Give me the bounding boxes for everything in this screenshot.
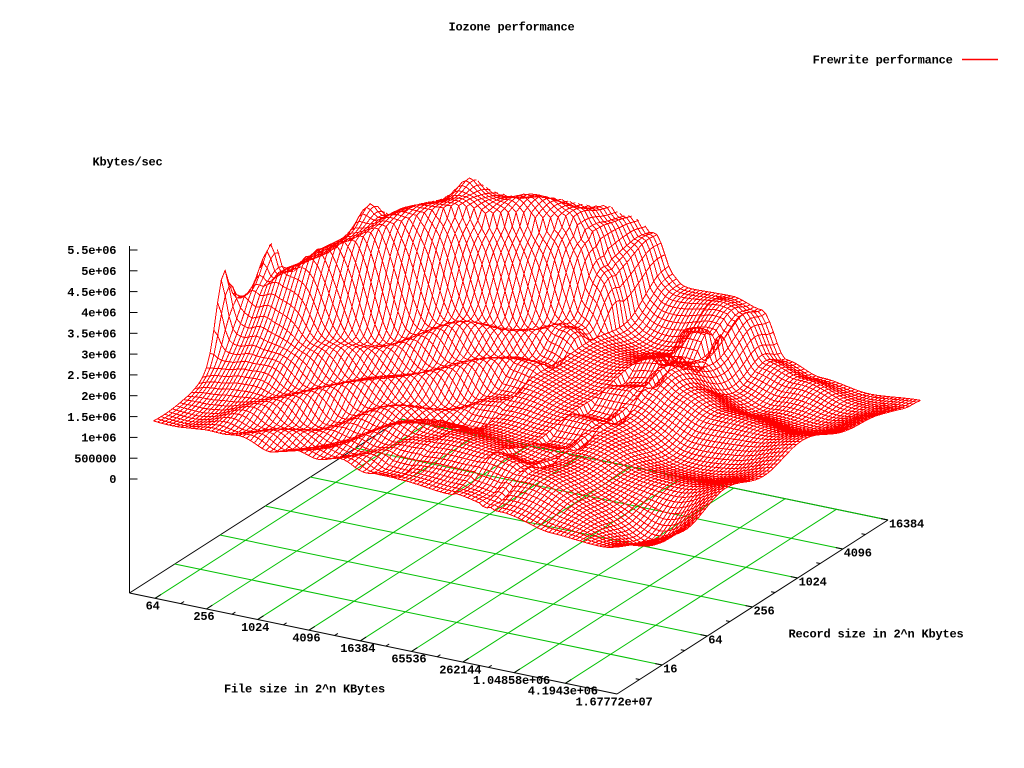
- svg-text:5.5e+06: 5.5e+06: [67, 244, 116, 258]
- svg-text:65536: 65536: [391, 653, 426, 667]
- svg-text:256: 256: [193, 610, 214, 624]
- svg-text:3.5e+06: 3.5e+06: [67, 328, 116, 342]
- svg-text:16: 16: [663, 663, 677, 677]
- svg-text:1.04858e+06: 1.04858e+06: [473, 674, 550, 688]
- svg-text:64: 64: [146, 600, 160, 614]
- svg-text:4e+06: 4e+06: [81, 307, 116, 321]
- svg-text:Kbytes/sec: Kbytes/sec: [93, 156, 163, 170]
- svg-text:Record size in 2^n Kbytes: Record size in 2^n Kbytes: [788, 628, 963, 642]
- svg-text:1024: 1024: [241, 621, 269, 635]
- svg-text:5e+06: 5e+06: [81, 265, 116, 279]
- svg-text:4.1943e+06: 4.1943e+06: [528, 685, 598, 699]
- svg-text:262144: 262144: [439, 663, 481, 677]
- svg-text:64: 64: [708, 634, 722, 648]
- svg-text:4096: 4096: [844, 547, 872, 561]
- svg-text:2e+06: 2e+06: [81, 390, 116, 404]
- svg-text:1.67772e+07: 1.67772e+07: [575, 695, 652, 709]
- svg-text:File size in 2^n KBytes: File size in 2^n KBytes: [224, 683, 385, 697]
- svg-text:16384: 16384: [340, 642, 375, 656]
- svg-text:256: 256: [754, 605, 775, 619]
- svg-text:16384: 16384: [889, 518, 924, 532]
- svg-text:0: 0: [109, 473, 116, 487]
- svg-text:1.5e+06: 1.5e+06: [67, 411, 116, 425]
- svg-text:500000: 500000: [74, 452, 116, 466]
- svg-text:2.5e+06: 2.5e+06: [67, 369, 116, 383]
- svg-text:4.5e+06: 4.5e+06: [67, 286, 116, 300]
- svg-text:4096: 4096: [292, 631, 320, 645]
- svg-text:Frewrite performance: Frewrite performance: [813, 54, 953, 68]
- svg-text:1e+06: 1e+06: [81, 432, 116, 446]
- svg-text:3e+06: 3e+06: [81, 348, 116, 362]
- svg-text:Iozone performance: Iozone performance: [448, 21, 574, 35]
- svg-text:1024: 1024: [799, 576, 827, 590]
